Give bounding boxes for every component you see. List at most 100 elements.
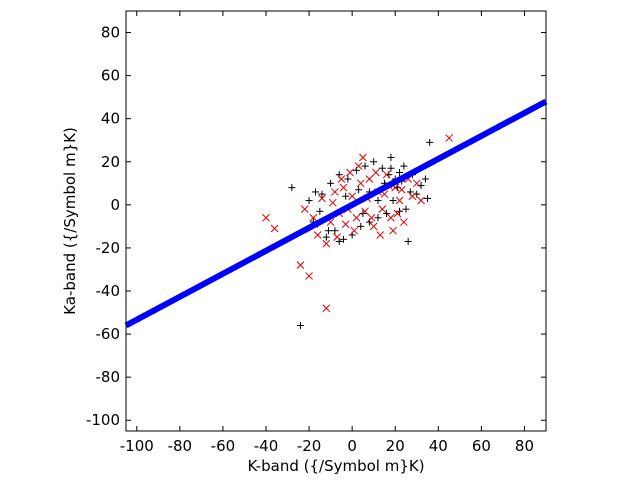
cross-point-34 — [346, 168, 354, 177]
y-tick-label-0: -100 — [86, 411, 120, 429]
plus-point-22 — [383, 209, 391, 217]
plus-point-37 — [421, 175, 429, 183]
plus-point-46 — [374, 197, 382, 205]
x-tick-label-0: -100 — [120, 437, 154, 455]
plus-point-40 — [387, 164, 395, 172]
plus-point-6 — [318, 190, 326, 198]
cross-point-20 — [382, 170, 391, 179]
cross-point-16 — [365, 175, 374, 183]
cross-point-4 — [322, 304, 331, 313]
cross-point-43 — [359, 153, 367, 162]
cross-point-14 — [356, 179, 365, 188]
cross-point-15 — [361, 207, 369, 216]
plus-point-43 — [324, 227, 332, 235]
plus-point-41 — [396, 169, 404, 177]
cross-point-3 — [305, 272, 313, 280]
x-tick-label-8: 60 — [472, 437, 491, 455]
cross-point-26 — [408, 192, 417, 201]
plus-point-24 — [387, 153, 395, 161]
cross-point-0 — [262, 213, 270, 222]
plus-point-11 — [340, 235, 348, 243]
plus-point-16 — [361, 162, 369, 170]
y-tick-label-7: 40 — [101, 110, 120, 128]
x-tick-label-4: -20 — [297, 437, 322, 455]
x-tick-label-1: -80 — [168, 437, 193, 455]
plus-point-30 — [400, 162, 408, 170]
cross-point-40 — [300, 205, 309, 214]
plus-point-32 — [404, 237, 412, 245]
chart-marks — [124, 98, 548, 329]
y-tick-label-6: 20 — [101, 153, 120, 171]
plus-point-7 — [322, 233, 330, 241]
cross-point-41 — [333, 233, 341, 242]
plus-point-8 — [327, 179, 335, 187]
cross-point-17 — [369, 222, 378, 231]
cross-point-47 — [393, 209, 402, 218]
x-tick-label-2: -60 — [211, 437, 236, 455]
plot-frame — [125, 10, 547, 432]
cross-point-48 — [341, 220, 350, 229]
x-tick-label-3: -40 — [254, 437, 279, 455]
cross-point-10 — [339, 183, 348, 192]
cross-point-6 — [318, 194, 326, 203]
plus-point-48 — [342, 192, 350, 200]
cross-point-44 — [367, 213, 376, 222]
cross-point-27 — [412, 179, 421, 188]
x-tick-label-7: 40 — [429, 437, 448, 455]
cross-point-28 — [417, 196, 425, 205]
cross-point-13 — [352, 213, 361, 222]
cross-point-12 — [348, 192, 357, 201]
y-axis-label: Ka-band ({/Symbol m}K) — [61, 127, 79, 315]
cross-point-1 — [270, 224, 279, 233]
plus-point-47 — [355, 186, 363, 194]
cross-point-31 — [322, 239, 331, 248]
plus-point-20 — [378, 164, 386, 172]
x-tick-label-6: 20 — [386, 437, 405, 455]
cross-point-8 — [331, 188, 339, 196]
cross-point-21 — [387, 213, 395, 222]
plus-point-9 — [331, 227, 339, 235]
cross-point-23 — [395, 196, 404, 205]
axis-ticks: -100 -80 -60 -40 -20 0 20 40 60 80 -100 -80 -60 -40 -2… — [86, 11, 546, 455]
y-tick-label-8: 60 — [101, 67, 120, 85]
y-tick-label-2: -60 — [96, 325, 121, 343]
cross-point-49 — [397, 185, 406, 194]
x-tick-label-5: 0 — [347, 437, 357, 455]
plus-point-39 — [426, 138, 434, 146]
plus-point-0 — [288, 184, 296, 192]
x-axis-label: K-band ({/Symbol m}K) — [247, 457, 424, 475]
cross-point-5 — [309, 213, 318, 222]
cross-point-35 — [354, 162, 363, 170]
x-tick-label-9: 80 — [515, 437, 534, 455]
plus-point-1 — [296, 321, 304, 329]
fit-line — [124, 98, 548, 329]
cross-point-24 — [399, 218, 408, 226]
plus-point-18 — [370, 158, 378, 166]
cross-point-39 — [389, 226, 397, 235]
y-tick-label-4: -20 — [96, 239, 121, 257]
cross-point-2 — [296, 261, 305, 270]
plus-point-15 — [357, 222, 365, 230]
plus-point-12 — [344, 175, 352, 183]
y-tick-label-5: 0 — [110, 196, 120, 214]
plus-point-25 — [389, 197, 397, 205]
cross-point-19 — [378, 205, 387, 214]
cross-point-32 — [328, 198, 337, 207]
cross-point-45 — [376, 231, 385, 239]
cross-point-37 — [371, 168, 380, 177]
plus-point-5 — [316, 207, 324, 215]
y-tick-label-1: -80 — [96, 368, 121, 386]
plus-point-31 — [402, 205, 410, 213]
plus-point-2 — [305, 197, 313, 205]
plot-background — [126, 11, 546, 431]
cross-point-33 — [337, 175, 346, 183]
plus-point-38 — [424, 194, 432, 202]
cross-point-30 — [313, 231, 322, 239]
cross-point-29 — [445, 134, 453, 142]
cross-point-42 — [350, 226, 359, 235]
y-tick-label-9: 80 — [101, 24, 120, 42]
y-tick-label-3: -40 — [96, 282, 121, 300]
plus-point-4 — [312, 188, 320, 196]
plus-point-19 — [374, 214, 382, 222]
